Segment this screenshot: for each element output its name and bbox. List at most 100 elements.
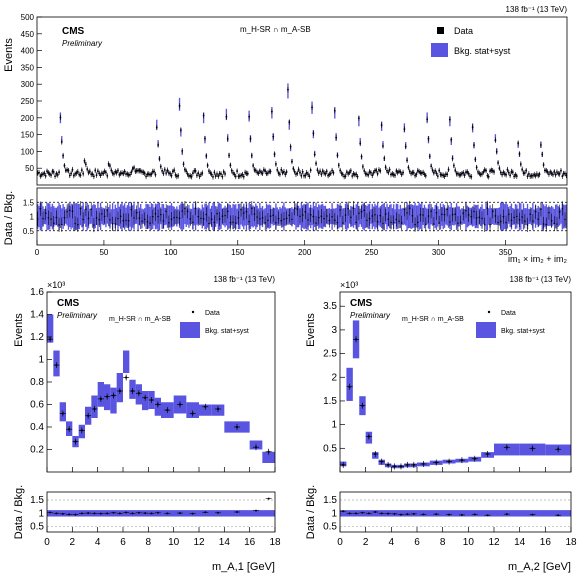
data-point (260, 171, 263, 174)
data-point (200, 173, 202, 176)
ratio-point (117, 217, 119, 220)
data-point (48, 173, 51, 175)
data-point (443, 175, 446, 178)
data-point (92, 175, 95, 178)
ratio-point (342, 510, 345, 513)
ratio-point (42, 217, 44, 220)
data-point (383, 157, 386, 160)
ratio-point (267, 219, 269, 222)
data-point (420, 172, 423, 175)
x-axis-label: m_A,2 [GeV] (508, 561, 571, 573)
ratio-band-bin (105, 205, 107, 228)
data-point (151, 170, 154, 173)
ratio-band-bin (297, 205, 300, 228)
ratio-band-bin (292, 208, 294, 225)
data-point (531, 174, 534, 177)
ratio-point (280, 219, 283, 222)
data-point (342, 463, 345, 466)
data-point (82, 172, 85, 175)
x-tick-label: 14 (514, 537, 526, 548)
ratio-point (106, 209, 109, 211)
ratio-point (553, 222, 556, 225)
ratio-point (259, 218, 261, 220)
data-point (241, 173, 244, 176)
legend-data-label: Data (501, 310, 516, 317)
data-point (332, 171, 335, 174)
ratio-point (513, 216, 515, 219)
data-point (194, 169, 197, 172)
ratio-point (483, 223, 486, 226)
ratio-point (486, 207, 489, 209)
data-point (107, 163, 110, 165)
data-point (72, 174, 75, 177)
ratio-band-bin (455, 203, 458, 230)
ratio-point (542, 223, 545, 225)
ratio-point (400, 222, 403, 224)
ratio-point (363, 209, 366, 211)
data-point (378, 168, 380, 171)
data-point (325, 170, 328, 173)
ratio-point (446, 208, 449, 211)
ratio-band-bin (565, 204, 567, 229)
ratio-point (191, 512, 194, 515)
data-point (150, 173, 153, 176)
ratio-band-bin (359, 208, 361, 225)
data-point (121, 171, 123, 174)
ratio-band-bin (110, 209, 112, 224)
ratio-band-bin (46, 202, 48, 231)
data-point (103, 170, 106, 173)
lumi-label: 138 fb⁻¹ (13 TeV) (214, 275, 276, 284)
preliminary-label: Preliminary (350, 311, 391, 320)
data-point (324, 172, 327, 175)
ratio-band-bin (164, 207, 166, 226)
x-tick-label: 4 (389, 537, 395, 548)
data-point (394, 174, 396, 177)
ratio-point (564, 218, 566, 221)
data-point (380, 124, 383, 126)
ratio-point (540, 208, 542, 211)
ratio-point (406, 212, 408, 214)
ratio-point (558, 210, 561, 213)
ratio-band-bin (134, 209, 137, 224)
ratio-point (366, 219, 368, 222)
ratio-band-bin (289, 208, 292, 225)
data-point (111, 172, 114, 175)
ratio-band-bin (62, 204, 64, 229)
ratio-point (131, 512, 134, 515)
data-point (58, 171, 60, 174)
ratio-point (403, 208, 406, 211)
ratio-band-bin (316, 207, 319, 226)
legend-data-marker (487, 310, 491, 314)
ratio-band-bin (332, 208, 335, 225)
data-point (99, 397, 102, 400)
ratio-band-bin (351, 206, 353, 227)
data-point (372, 171, 375, 174)
data-point (482, 171, 485, 173)
ratio-point (261, 217, 264, 219)
data-point (214, 175, 217, 177)
data-point (461, 172, 463, 175)
data-point (495, 150, 498, 153)
ratio-tick-label: 1 (38, 508, 44, 519)
ratio-point (534, 210, 537, 213)
data-point (125, 173, 127, 176)
data-point (549, 171, 552, 173)
data-point (316, 169, 319, 172)
ratio-point (320, 215, 323, 217)
data-point (221, 175, 224, 178)
ratio-point (481, 217, 483, 220)
ratio-point (425, 223, 427, 226)
ratio-point (189, 218, 192, 220)
region-label: m_H-SR ∩ m_A-SB (109, 316, 171, 323)
ratio-band-bin (474, 204, 476, 229)
data-point (386, 169, 388, 172)
data-point (143, 172, 146, 175)
data-point (554, 173, 557, 176)
data-point (375, 169, 378, 172)
ratio-point (392, 221, 395, 224)
bkg-band-bin (156, 119, 158, 130)
x-tick-label: 8 (440, 537, 446, 548)
data-point (333, 109, 336, 112)
data-point (47, 171, 50, 174)
